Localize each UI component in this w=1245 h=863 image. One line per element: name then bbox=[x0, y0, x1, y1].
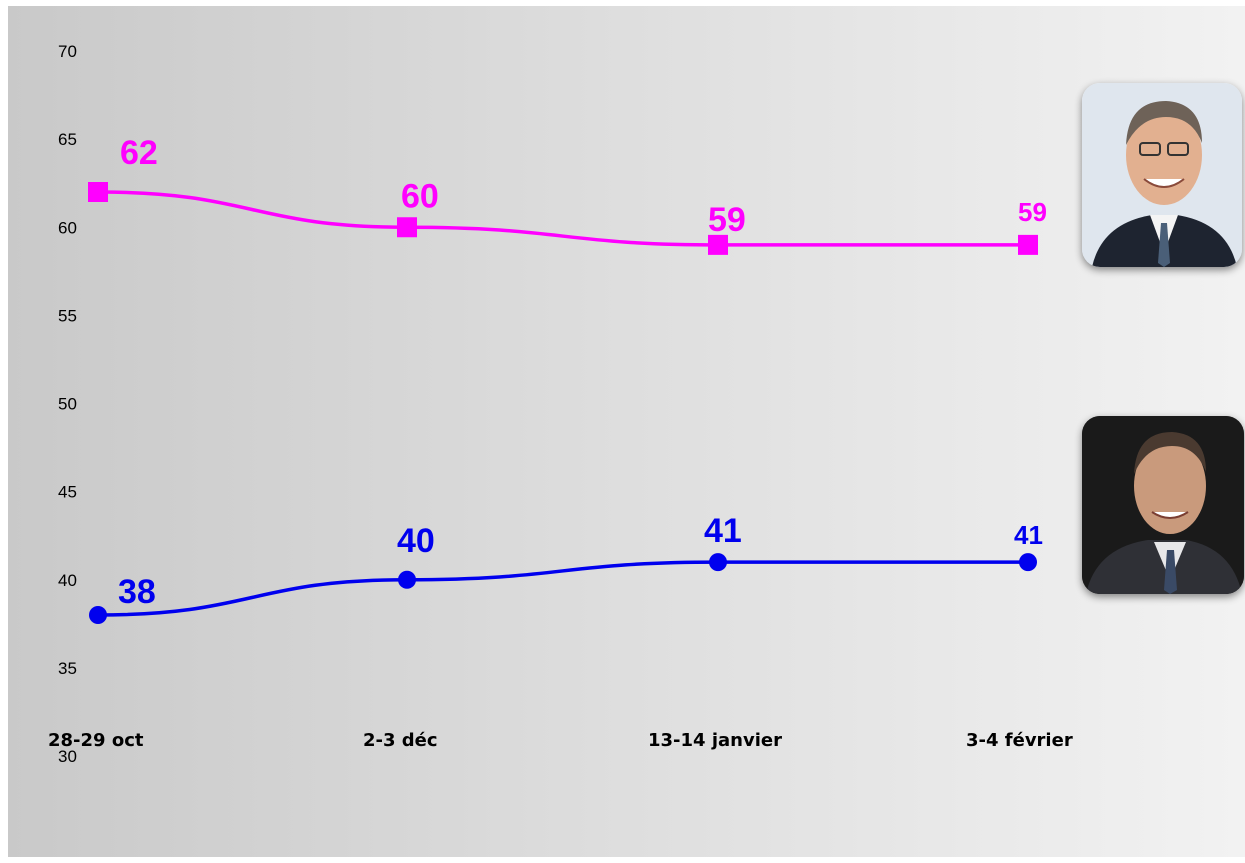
data-label: 62 bbox=[120, 134, 158, 172]
data-label: 38 bbox=[118, 573, 156, 611]
data-label: 59 bbox=[708, 201, 746, 239]
y-tick-label: 70 bbox=[58, 42, 77, 61]
x-tick-label: 13-14 janvier bbox=[648, 730, 782, 751]
y-tick-label: 35 bbox=[58, 659, 77, 678]
y-tick-label: 55 bbox=[58, 306, 77, 325]
portrait-photo-hollande bbox=[1082, 83, 1242, 267]
data-point-circle bbox=[709, 553, 727, 572]
x-tick-label: 28-29 oct bbox=[48, 730, 144, 751]
data-point-square bbox=[1018, 234, 1038, 255]
data-point-square bbox=[708, 234, 728, 255]
data-point-circle bbox=[398, 570, 416, 589]
data-label: 41 bbox=[704, 512, 742, 550]
y-tick-label: 45 bbox=[58, 483, 77, 502]
series-line bbox=[97, 190, 1028, 247]
line-chart: 30 35 40 45 50 55 60 65 70 28-29 oct 2-3 déc 13-14 … bbox=[48, 42, 1073, 766]
y-tick-label: 65 bbox=[58, 130, 77, 149]
portrait-icon bbox=[1082, 83, 1242, 267]
data-label: 60 bbox=[401, 177, 439, 215]
y-tick-label: 60 bbox=[58, 218, 77, 237]
portrait-photo-sarkozy bbox=[1082, 416, 1244, 594]
data-point-circle bbox=[89, 606, 107, 624]
data-point-square bbox=[88, 182, 108, 202]
data-label: 41 bbox=[1014, 520, 1043, 550]
portrait-icon bbox=[1082, 416, 1244, 594]
data-label: 40 bbox=[397, 522, 435, 560]
data-label: 59 bbox=[1018, 197, 1047, 227]
y-tick-label: 40 bbox=[58, 571, 77, 590]
x-tick-label: 3-4 février bbox=[966, 730, 1073, 751]
data-point-circle bbox=[1019, 553, 1037, 572]
x-tick-label: 2-3 déc bbox=[363, 730, 438, 751]
series-line bbox=[97, 560, 1028, 617]
data-point-square bbox=[397, 217, 417, 238]
chart-area: 30 35 40 45 50 55 60 65 70 28-29 oct 2-3 déc 13-14 … bbox=[8, 6, 1245, 857]
y-tick-label: 50 bbox=[58, 395, 77, 414]
y-tick-label: 30 bbox=[58, 747, 77, 766]
